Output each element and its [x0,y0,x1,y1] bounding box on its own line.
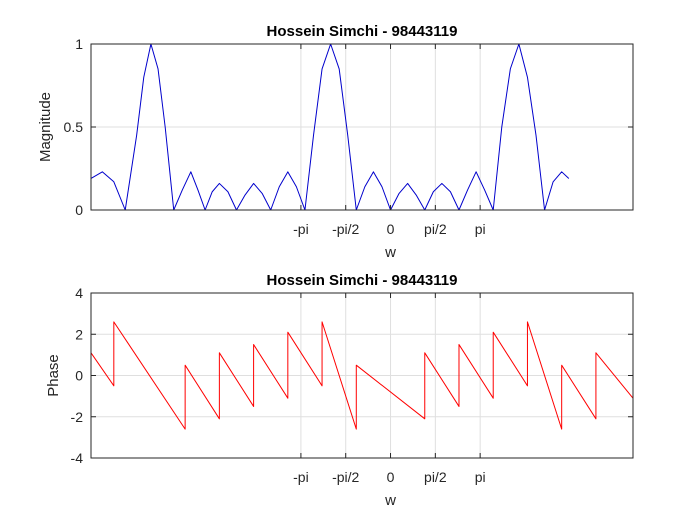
phase-y-tick-label: 0 [75,368,83,384]
phase-y-tick-label: 2 [75,326,83,342]
phase-x-tick-label: -pi [293,469,309,485]
magnitude-chart-title: Hossein Simchi - 98443119 [267,23,458,40]
phase-y-tick-label: -2 [71,409,84,425]
magnitude-x-tick-label: pi [475,221,486,237]
magnitude-panel: 0 0.5 1 -pi -pi/2 0 pi/2 pi Hossein Simchi - 984… [37,23,634,261]
magnitude-x-tick-label: 0 [387,221,395,237]
phase-x-tick-label: 0 [387,469,395,485]
magnitude-y-tick-label: 0.5 [64,119,84,135]
magnitude-x-axis-label: w [384,244,396,261]
phase-x-tick-label: -pi/2 [332,469,359,485]
magnitude-y-tick-label: 0 [75,202,83,218]
phase-x-axis-label: w [384,492,396,509]
magnitude-x-tick-label: -pi/2 [332,221,359,237]
phase-series-line [90,321,634,430]
magnitude-x-tick-label: -pi [293,221,309,237]
phase-y-axis-label: Phase [45,354,62,397]
phase-y-tick-label: 4 [75,285,83,301]
phase-chart-title: Hossein Simchi - 98443119 [267,272,458,289]
magnitude-y-tick-label: 1 [75,36,83,52]
phase-x-tick-label: pi/2 [424,469,447,485]
phase-y-tick-label: -4 [71,450,84,466]
magnitude-y-axis-label: Magnitude [37,92,54,162]
phase-panel: -4 -2 0 2 4 -pi -pi/2 0 pi/2 pi Hossein Simchi - 9… [45,272,634,509]
phase-x-tick-label: pi [475,469,486,485]
magnitude-x-tick-label: pi/2 [424,221,447,237]
